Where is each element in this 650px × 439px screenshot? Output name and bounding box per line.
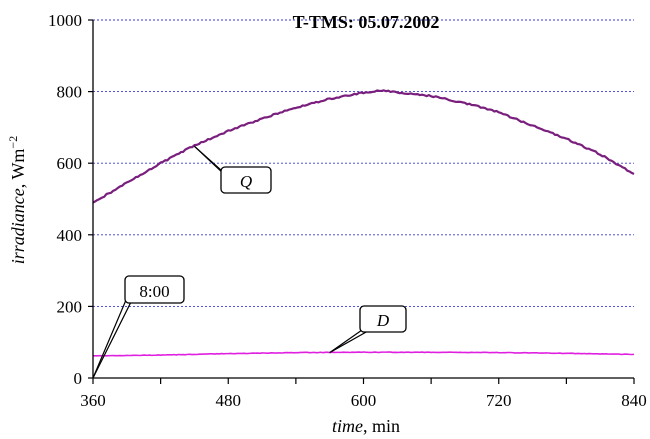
y-tick-label: 0 — [74, 369, 83, 388]
y-axis-label-exponent: −2 — [6, 136, 20, 149]
x-axis-label-italic: time — [332, 416, 363, 436]
annotation-q-label: Q — [240, 172, 252, 191]
annotation-time-label: 8:00 — [139, 282, 169, 301]
x-axis-label-unit: , min — [363, 416, 400, 436]
series-layer — [92, 89, 635, 357]
y-tick-label: 400 — [57, 226, 83, 245]
grid-layer — [93, 19, 634, 307]
y-axis-label: irradiance, Wm−2 — [6, 136, 28, 264]
annotation-d-box — [359, 305, 407, 333]
annotation-time-leader — [92, 299, 127, 379]
annotation-time-leader — [92, 299, 133, 379]
x-axis-label: time, min — [332, 416, 400, 436]
annotation-d-leader — [329, 329, 363, 354]
x-tick-label: 480 — [216, 391, 242, 410]
annotation-layer: Q D 8:00 — [92, 145, 407, 379]
chart-title: T-TMS: 05.07.2002 — [293, 12, 440, 32]
annotation-q-box — [220, 166, 272, 194]
x-tick-label: 720 — [486, 391, 512, 410]
annotation-d-leader — [329, 330, 369, 354]
y-tick-label: 800 — [57, 83, 83, 102]
x-tick-label: 360 — [80, 391, 106, 410]
y-tick-label: 200 — [57, 297, 83, 316]
x-tick-label: 600 — [351, 391, 377, 410]
y-axis-label-italic: irradiance — [8, 188, 28, 264]
annotation-d-label: D — [376, 311, 390, 330]
y-tick-label: 1000 — [48, 11, 82, 30]
axes-layer: 0 200 400 600 800 1000 360 480 600 720 840 — [48, 11, 647, 410]
y-axis-label-unit: , Wm — [8, 149, 28, 189]
series-line-d — [92, 351, 635, 357]
annotation-time-box — [124, 275, 185, 304]
series-line-q — [92, 89, 635, 204]
x-tick-label: 840 — [621, 391, 647, 410]
y-tick-label: 600 — [57, 154, 83, 173]
